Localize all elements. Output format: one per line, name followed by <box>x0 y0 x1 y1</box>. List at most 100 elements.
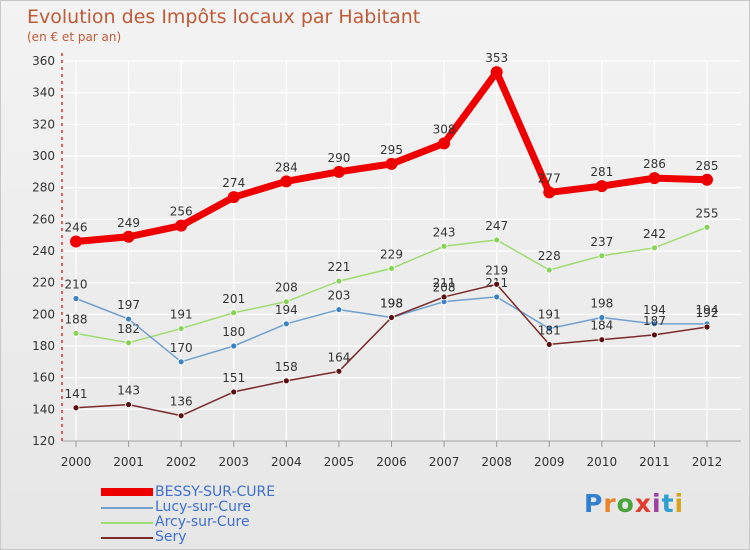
x-tick-label: 2001 <box>113 455 144 469</box>
data-label: 208 <box>433 281 456 295</box>
logo-letter: x <box>634 489 652 518</box>
y-tick-label: 260 <box>32 212 55 226</box>
chart-subtitle: (en € et par an) <box>27 30 122 44</box>
data-label: 243 <box>433 225 456 239</box>
y-tick-label: 360 <box>32 54 55 68</box>
data-point <box>651 320 658 328</box>
data-label: 170 <box>170 341 193 355</box>
data-label: 211 <box>433 276 456 290</box>
data-label: 194 <box>275 303 298 317</box>
y-tick-label: 240 <box>32 244 55 258</box>
y-tick-label: 320 <box>32 117 55 131</box>
data-point <box>335 277 343 285</box>
logo-letter: t <box>661 489 675 518</box>
data-point <box>493 236 501 244</box>
data-point <box>335 367 343 375</box>
data-point <box>177 412 185 420</box>
logo-letter: r <box>603 489 617 518</box>
data-label: 180 <box>222 325 245 339</box>
y-tick-label: 340 <box>32 86 55 100</box>
data-label: 164 <box>327 350 350 364</box>
data-point <box>177 325 185 332</box>
data-point <box>701 173 713 186</box>
data-label: 197 <box>117 298 140 312</box>
data-label: 210 <box>65 278 88 292</box>
data-point <box>175 219 188 232</box>
data-label: 290 <box>327 151 350 165</box>
data-point <box>227 191 240 204</box>
data-point <box>72 329 80 337</box>
data-point <box>493 293 501 301</box>
data-point <box>230 342 238 350</box>
data-label: 284 <box>275 160 298 174</box>
data-label: 201 <box>222 292 245 306</box>
legend-swatch <box>101 507 153 509</box>
data-point <box>438 137 451 150</box>
data-point <box>230 388 238 396</box>
data-label: 198 <box>380 297 403 311</box>
data-point <box>230 309 238 317</box>
legend-swatch <box>101 488 153 496</box>
data-label: 353 <box>485 51 508 65</box>
logo-letter: o <box>616 489 635 518</box>
data-point <box>72 295 80 302</box>
data-point <box>125 315 132 323</box>
data-label: 249 <box>117 216 140 230</box>
data-point <box>440 293 448 301</box>
logo-letter: i <box>652 489 662 518</box>
x-tick-label: 2012 <box>692 455 723 469</box>
data-point <box>440 242 448 250</box>
data-label: 198 <box>590 297 613 311</box>
y-tick-label: 280 <box>32 181 55 195</box>
x-tick-label: 2008 <box>481 455 512 469</box>
data-label: 136 <box>170 395 193 409</box>
data-label: 208 <box>275 281 298 295</box>
x-tick-label: 2004 <box>271 455 302 469</box>
y-tick-label: 160 <box>32 371 55 385</box>
x-tick-label: 2011 <box>639 455 670 469</box>
legend-label: Lucy-sur-Cure <box>155 499 252 515</box>
data-label: 192 <box>696 306 719 320</box>
y-tick-label: 180 <box>32 339 55 353</box>
data-label: 194 <box>643 303 666 317</box>
data-label: 285 <box>696 159 719 173</box>
legend-label: Arcy-sur-Cure <box>155 514 250 530</box>
legend-label: Sery <box>155 529 187 545</box>
x-tick-label: 2006 <box>376 455 407 469</box>
logo-letter: i <box>674 489 685 518</box>
data-point <box>545 341 553 348</box>
logo-letter: P <box>584 489 604 518</box>
data-point <box>490 66 503 79</box>
data-point <box>332 165 345 178</box>
data-label: 194 <box>696 303 719 317</box>
data-label: 256 <box>170 205 193 219</box>
data-point <box>335 306 343 313</box>
data-label: 237 <box>590 235 613 249</box>
data-label: 281 <box>590 165 613 179</box>
y-tick-label: 220 <box>32 276 55 290</box>
data-label: 203 <box>327 289 350 303</box>
data-label: 274 <box>222 176 245 190</box>
x-tick-label: 2009 <box>534 455 565 469</box>
data-label: 246 <box>65 221 88 235</box>
data-label: 191 <box>170 308 193 322</box>
data-label: 182 <box>117 322 140 336</box>
legend-swatch <box>101 522 153 524</box>
x-tick-label: 2000 <box>61 455 92 469</box>
proxiti-logo: Proxiti <box>584 489 684 518</box>
data-point <box>543 186 556 199</box>
data-label: 295 <box>380 143 403 157</box>
data-point <box>70 235 82 248</box>
x-tick-label: 2002 <box>166 455 197 469</box>
data-label: 242 <box>643 227 666 241</box>
y-tick-label: 140 <box>32 402 55 416</box>
data-point <box>177 358 185 366</box>
data-label: 158 <box>275 360 298 374</box>
data-label: 247 <box>485 219 508 233</box>
legend-label: BESSY-SUR-CURE <box>155 484 276 500</box>
data-label: 308 <box>433 122 456 136</box>
data-label: 219 <box>485 263 508 277</box>
legend-swatch <box>101 537 153 539</box>
